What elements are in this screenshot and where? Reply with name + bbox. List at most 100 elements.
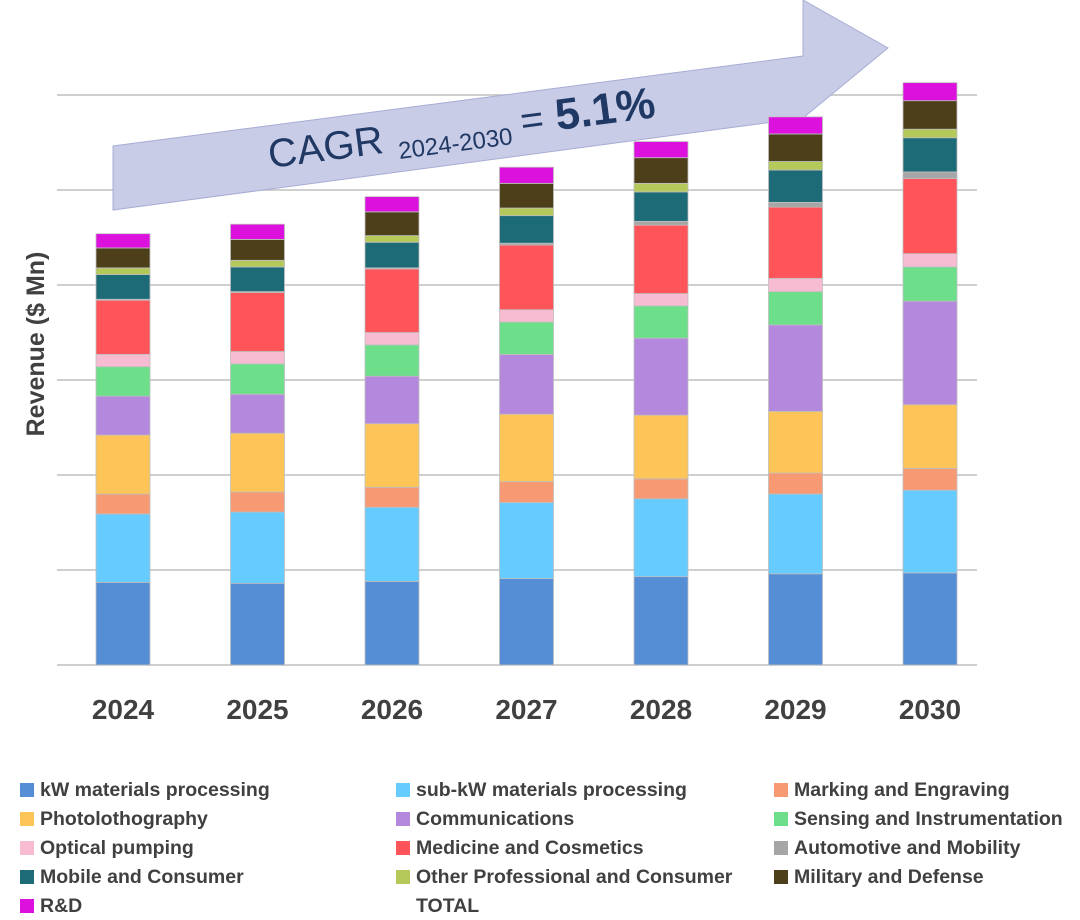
legend-item: Photolothography: [20, 805, 208, 833]
bar-segment: [768, 133, 823, 162]
bar-segment: [230, 363, 285, 395]
legend-item: Communications: [396, 805, 574, 833]
bar-segment: [902, 100, 958, 130]
bar-segment: [768, 573, 823, 666]
x-tick-label: 2027: [495, 694, 557, 725]
bar-segment: [230, 292, 285, 352]
bar-segment: [768, 161, 823, 171]
bar-segment: [633, 576, 689, 666]
legend-swatch: [20, 841, 34, 855]
legend-swatch: [396, 841, 410, 855]
bar-segment: [499, 207, 554, 217]
bar-segment: [902, 489, 958, 574]
bar-segment: [768, 493, 823, 575]
legend-label: Automotive and Mobility: [794, 836, 1021, 859]
legend-item: R&D: [20, 892, 82, 920]
bar-segment: [633, 478, 689, 500]
bar-segment: [364, 235, 420, 243]
bar-segment: [902, 253, 958, 268]
bar-segment: [902, 266, 958, 302]
legend-label: Mobile and Consumer: [40, 865, 244, 888]
bar-segment: [633, 182, 689, 193]
bar-segment: [499, 182, 554, 209]
bar-segment: [364, 344, 420, 377]
bar-segment: [499, 413, 554, 483]
bar-segment: [95, 395, 151, 436]
bar-segment: [633, 141, 689, 159]
legend-item: Medicine and Cosmetics: [396, 834, 644, 862]
bar-segment: [499, 481, 554, 503]
bar-segment: [633, 414, 689, 480]
bar-segment: [633, 157, 689, 184]
legend-swatch: [396, 783, 410, 797]
bar-segment: [633, 293, 689, 307]
bar-segment: [95, 513, 151, 583]
bar-segment: [230, 259, 285, 268]
bar-segment: [230, 432, 285, 493]
bar-stack-2030: [902, 82, 958, 666]
bar-stack-2028: [633, 141, 689, 666]
legend-label: Photolothography: [40, 807, 208, 830]
bar-stack-2027: [499, 166, 554, 666]
bar-segment: [95, 493, 151, 515]
legend-swatch: [20, 812, 34, 826]
bar-segment: [230, 582, 285, 666]
bar-segment: [230, 491, 285, 513]
legend-label: Medicine and Cosmetics: [416, 836, 644, 859]
bar-segment: [633, 337, 689, 416]
bar-segment: [902, 404, 958, 469]
bar-segment: [364, 196, 420, 213]
legend-swatch: [774, 812, 788, 826]
bar-segment: [768, 201, 823, 208]
bar-segment: [230, 511, 285, 584]
bar-segment: [902, 178, 958, 255]
legend-label: Other Professional and Consumer: [416, 865, 733, 888]
bar-segment: [768, 277, 823, 293]
legend-item: Optical pumping: [20, 834, 194, 862]
bar-segment: [95, 353, 151, 368]
bar-stack-2025: [230, 223, 285, 666]
bar-segment: [364, 506, 420, 582]
bar-segment: [902, 137, 958, 173]
bar-segment: [499, 166, 554, 184]
bar-segment: [230, 238, 285, 261]
x-tick-label: 2026: [361, 694, 423, 725]
bar-segment: [633, 191, 689, 222]
legend-item: kW materials processing: [20, 776, 270, 804]
bar-segment: [633, 498, 689, 578]
bar-segment: [95, 366, 151, 397]
x-tick-label: 2029: [764, 694, 826, 725]
bar-segment: [95, 581, 151, 666]
bar-segment: [768, 206, 823, 279]
bar-segment: [768, 324, 823, 412]
legend-item: TOTAL: [396, 892, 479, 920]
legend-label: Marking and Engraving: [794, 778, 1010, 801]
bar-segment: [499, 244, 554, 311]
legend-label: sub-kW materials processing: [416, 778, 687, 801]
y-axis-label: Revenue ($ Mn): [22, 252, 50, 437]
bar-segment: [95, 299, 151, 355]
bar-segment: [364, 332, 420, 346]
cagr-annotation: CAGR 2024-2030= 5.1%: [265, 78, 659, 181]
legend-swatch: [20, 783, 34, 797]
bar-segment: [95, 247, 151, 269]
legend-swatch: [20, 870, 34, 884]
x-tick-label: 2028: [630, 694, 692, 725]
cagr-arrow: [112, 0, 889, 211]
bar-stack-2026: [364, 196, 420, 666]
legend-swatch: [774, 841, 788, 855]
legend-swatch: [774, 870, 788, 884]
bar-stack-2029: [768, 116, 823, 666]
legend-label: Military and Defense: [794, 865, 984, 888]
bar-segment: [95, 233, 151, 249]
legend-item: Marking and Engraving: [774, 776, 1010, 804]
bar-segment: [95, 274, 151, 300]
bar-segment: [499, 578, 554, 666]
bar-segment: [499, 321, 554, 355]
bar-segment: [364, 211, 420, 237]
bar-segment: [499, 309, 554, 323]
bar-segment: [902, 171, 958, 179]
legend-item: Automotive and Mobility: [774, 834, 1020, 862]
bar-stack-2024: [95, 233, 151, 666]
